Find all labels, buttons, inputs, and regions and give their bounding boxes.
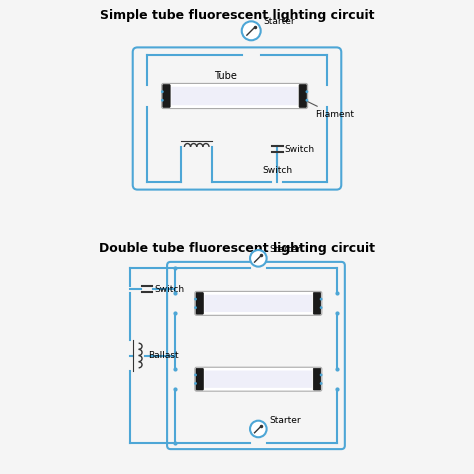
Text: Starter: Starter bbox=[263, 17, 295, 26]
FancyBboxPatch shape bbox=[196, 368, 203, 390]
Circle shape bbox=[194, 298, 197, 301]
Text: Switch: Switch bbox=[155, 285, 185, 293]
Circle shape bbox=[305, 99, 308, 102]
Circle shape bbox=[161, 99, 164, 102]
Circle shape bbox=[250, 421, 266, 437]
FancyBboxPatch shape bbox=[313, 368, 320, 390]
Text: Ballast: Ballast bbox=[148, 351, 179, 360]
Text: Switch: Switch bbox=[285, 145, 315, 154]
Text: Switch: Switch bbox=[262, 166, 292, 175]
Circle shape bbox=[319, 306, 322, 309]
Circle shape bbox=[161, 90, 164, 93]
Text: Filament: Filament bbox=[303, 100, 354, 119]
Circle shape bbox=[319, 374, 322, 376]
FancyBboxPatch shape bbox=[172, 87, 298, 105]
Text: Ballast: Ballast bbox=[0, 473, 1, 474]
Circle shape bbox=[305, 90, 308, 93]
Text: Tube: Tube bbox=[214, 71, 237, 81]
FancyBboxPatch shape bbox=[162, 83, 308, 109]
Circle shape bbox=[194, 306, 197, 309]
FancyBboxPatch shape bbox=[196, 292, 203, 314]
FancyBboxPatch shape bbox=[205, 371, 312, 388]
Circle shape bbox=[242, 21, 261, 40]
Circle shape bbox=[194, 382, 197, 385]
Circle shape bbox=[319, 298, 322, 301]
Text: Starter: Starter bbox=[269, 245, 301, 254]
FancyBboxPatch shape bbox=[195, 292, 322, 315]
Circle shape bbox=[194, 374, 197, 376]
FancyBboxPatch shape bbox=[195, 367, 322, 391]
Circle shape bbox=[250, 250, 266, 266]
FancyBboxPatch shape bbox=[313, 292, 320, 314]
Circle shape bbox=[319, 382, 322, 385]
Text: Starter: Starter bbox=[269, 416, 301, 425]
FancyBboxPatch shape bbox=[205, 295, 312, 312]
Text: Simple tube fluorescent lighting circuit: Simple tube fluorescent lighting circuit bbox=[100, 9, 374, 22]
FancyBboxPatch shape bbox=[299, 85, 306, 108]
FancyBboxPatch shape bbox=[163, 85, 170, 108]
Text: Double tube fluorescent lighting circuit: Double tube fluorescent lighting circuit bbox=[99, 242, 375, 255]
